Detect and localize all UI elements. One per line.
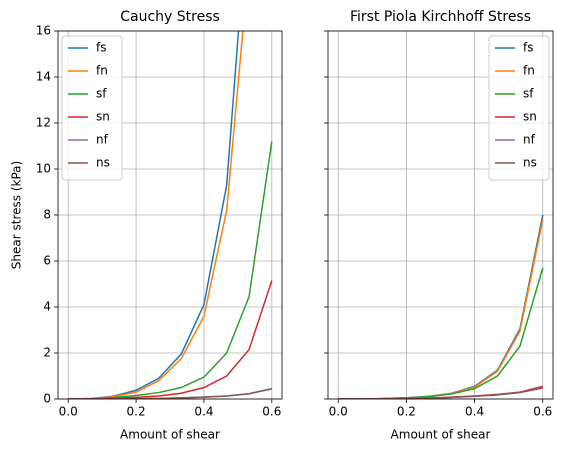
legend-label: ns: [96, 156, 110, 170]
x-tick-label: 0.4: [194, 405, 213, 419]
series-line: [68, 388, 272, 399]
y-tick-label: 6: [43, 254, 51, 268]
legend-box: [488, 35, 550, 181]
x-tick-label: 0.0: [329, 405, 348, 419]
x-tick-label: 0.2: [397, 405, 416, 419]
y-tick-label: 0: [43, 392, 51, 406]
y-tick-label: 12: [36, 116, 51, 130]
legend-label: nf: [523, 133, 536, 147]
legend-label: sf: [96, 87, 107, 101]
legend-label: fs: [96, 41, 106, 55]
legend-label: sn: [96, 110, 110, 124]
x-tick-label: 0.6: [533, 405, 552, 419]
legend-label: fs: [523, 41, 533, 55]
x-tick-label: 0.4: [465, 405, 484, 419]
x-tick-label: 0.0: [59, 405, 78, 419]
legend-label: fn: [96, 64, 108, 78]
legend-label: sn: [523, 110, 537, 124]
chart-title: Cauchy Stress: [120, 9, 220, 25]
x-tick-label: 0.2: [127, 405, 146, 419]
chart-title: First Piola Kirchhoff Stress: [350, 9, 531, 25]
legend-box: [61, 35, 123, 181]
y-tick-label: 14: [36, 70, 51, 84]
y-tick-label: 8: [43, 208, 51, 222]
x-axis-label: Amount of shear: [120, 428, 220, 442]
legend-label: nf: [96, 133, 109, 147]
x-tick-label: 0.6: [262, 405, 281, 419]
y-tick-label: 2: [43, 346, 51, 360]
legend-label: sf: [523, 87, 534, 101]
x-axis-label: Amount of shear: [391, 428, 491, 442]
axes-frame: [57, 30, 283, 400]
y-axis-label: Shear stress (kPa): [10, 161, 24, 269]
legend-label: ns: [523, 156, 537, 170]
y-tick-label: 16: [36, 24, 51, 38]
legend-label: fn: [523, 64, 535, 78]
y-tick-label: 4: [43, 300, 51, 314]
y-tick-label: 10: [36, 162, 51, 176]
axes-frame: [327, 30, 554, 400]
